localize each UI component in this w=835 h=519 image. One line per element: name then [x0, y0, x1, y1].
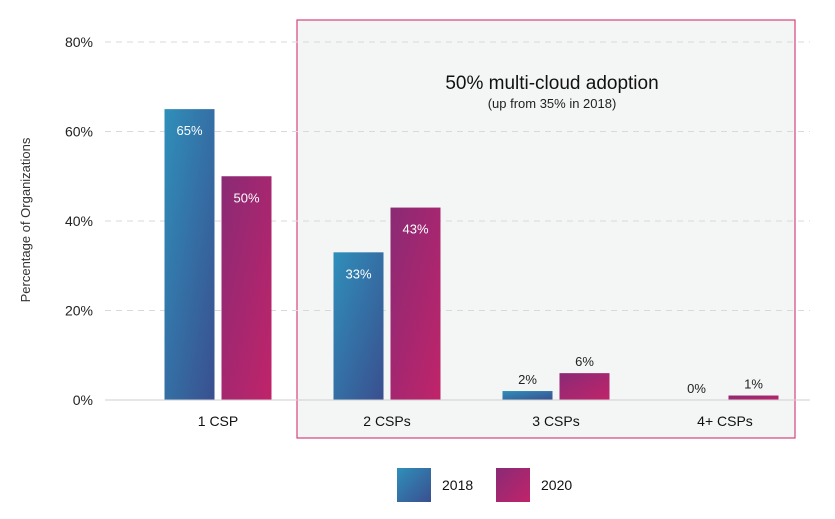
x-category-label: 3 CSPs	[532, 413, 579, 429]
bar-2020-2	[559, 373, 610, 400]
bar-2020-3	[728, 395, 779, 400]
y-tick-label: 80%	[65, 34, 93, 50]
y-tick-label: 60%	[65, 124, 93, 140]
data-label: 0%	[687, 381, 706, 396]
annotation-title: 50% multi-cloud adoption	[445, 73, 658, 94]
bar-2020-0	[221, 176, 272, 400]
annotation-subtitle: (up from 35% in 2018)	[488, 96, 617, 111]
x-category-label: 1 CSP	[198, 413, 238, 429]
x-axis-categories: 1 CSP 2 CSPs 3 CSPs 4+ CSPs	[198, 413, 753, 429]
data-label: 65%	[176, 123, 202, 138]
y-tick-label: 20%	[65, 303, 93, 319]
legend-label: 2018	[442, 477, 473, 493]
bar-2018-0	[164, 109, 215, 400]
data-label: 33%	[345, 266, 371, 281]
legend-label: 2020	[541, 477, 572, 493]
legend: 2018 2020	[397, 468, 572, 502]
bars: 65% 50% 33% 43% 2% 6% 0% 1%	[164, 109, 779, 400]
y-tick-label: 40%	[65, 213, 93, 229]
data-label: 1%	[744, 377, 763, 392]
grid-lines	[105, 41, 810, 311]
x-category-label: 4+ CSPs	[697, 413, 753, 429]
y-axis-ticks: 0% 20% 40% 60% 80%	[65, 34, 93, 408]
bar-2018-1	[333, 252, 384, 400]
y-tick-label: 0%	[73, 392, 93, 408]
data-label: 6%	[575, 354, 594, 369]
legend-swatch-2018	[397, 468, 431, 502]
bar-2018-2	[502, 391, 553, 400]
bar-2020-1	[390, 207, 441, 400]
data-label: 50%	[233, 190, 259, 205]
y-axis-label: Percentage of Organizations	[18, 137, 33, 302]
data-label: 2%	[518, 372, 537, 387]
x-category-label: 2 CSPs	[363, 413, 410, 429]
legend-swatch-2020	[496, 468, 530, 502]
data-label: 43%	[402, 222, 428, 237]
